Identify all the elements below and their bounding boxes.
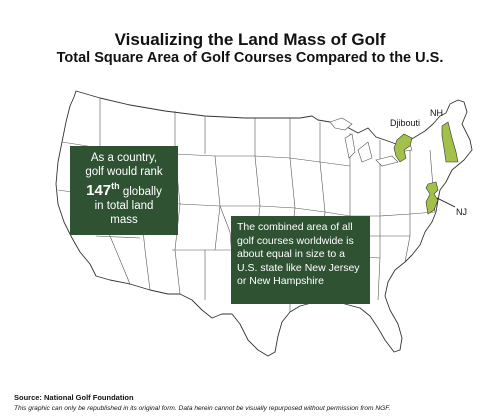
rank-callout-globally: globally [122,186,162,198]
rank-suffix: th [111,181,120,191]
rank-callout-line3: 147th globally [70,179,178,199]
source-text: Source: National Golf Foundation [14,393,134,402]
area-callout: The combined area of all golf courses wo… [231,216,370,304]
rank-callout-line4: in total land [94,200,154,212]
nj-leader-line [436,197,456,208]
disclaimer-text: This graphic can only be republished in … [14,405,391,412]
map-title: Visualizing the Land Mass of Golf [114,30,386,49]
rank-number: 147 [86,182,112,199]
nj-label: NJ [456,207,467,217]
djibouti-label: Djibouti [390,118,421,128]
rank-callout-line2: golf would rank [85,166,163,178]
great-lakes [329,117,413,167]
map-subtitle: Total Square Area of Golf Courses Compar… [56,50,444,66]
rank-callout-line5: mass [110,214,138,226]
rank-callout: As a country, golf would rank 147th glob… [70,146,178,235]
djibouti-shape [393,133,413,163]
new-jersey-shape [425,181,439,215]
new-hampshire-shape [441,121,459,163]
rank-callout-line1: As a country, [90,152,158,164]
nh-label: NH [430,108,443,118]
